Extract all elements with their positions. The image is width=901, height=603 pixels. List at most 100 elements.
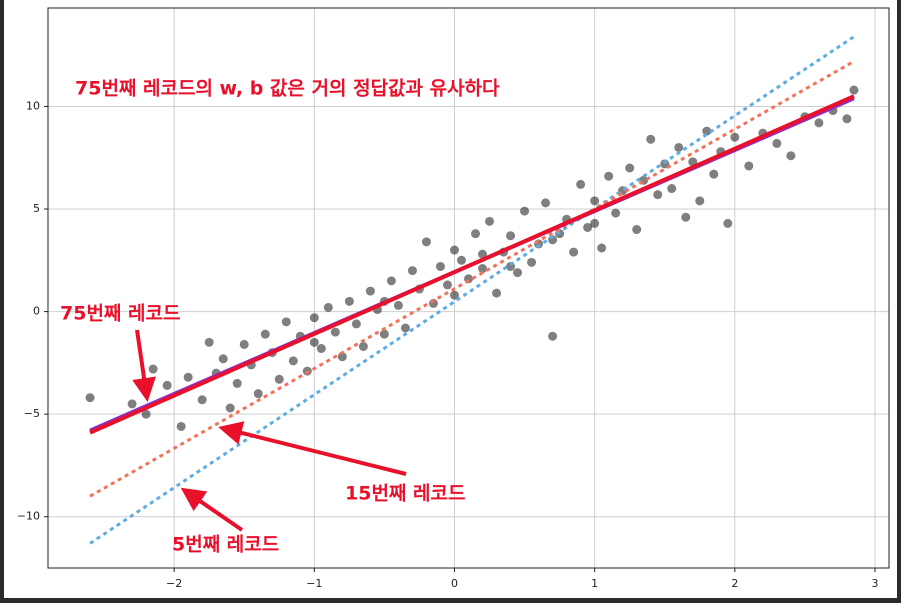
point xyxy=(239,339,249,349)
point xyxy=(407,266,417,276)
annotation: 75번째 레코드의 w, b 값은 거의 정답값과 유사하다 xyxy=(75,78,500,100)
y-tick-label: 10 xyxy=(26,99,40,112)
y-tick-label: −10 xyxy=(17,510,40,523)
axes-frame xyxy=(47,7,890,569)
point xyxy=(127,399,137,409)
point xyxy=(365,286,375,296)
point xyxy=(471,229,481,239)
point xyxy=(421,237,431,247)
point xyxy=(274,374,284,384)
point xyxy=(176,421,186,431)
arrow xyxy=(218,421,407,476)
fit-line xyxy=(89,94,855,435)
point xyxy=(288,356,298,366)
point xyxy=(723,218,733,228)
point xyxy=(456,255,466,265)
point xyxy=(260,329,270,339)
point xyxy=(695,196,705,206)
point xyxy=(597,243,607,253)
point xyxy=(681,212,691,222)
point xyxy=(632,225,642,235)
point xyxy=(449,245,459,255)
point xyxy=(337,352,347,362)
point xyxy=(85,393,95,403)
point xyxy=(674,142,684,152)
plot-area xyxy=(48,8,889,568)
x-tick-label: −1 xyxy=(306,577,322,590)
point xyxy=(400,323,410,333)
x-tick-label: 2 xyxy=(731,577,738,590)
point xyxy=(842,114,852,124)
point xyxy=(225,403,235,413)
x-tick-label: 0 xyxy=(451,577,458,590)
point xyxy=(590,196,600,206)
point xyxy=(849,85,859,95)
point xyxy=(148,364,158,374)
point xyxy=(316,344,326,354)
point xyxy=(520,206,530,216)
point xyxy=(141,409,151,419)
point xyxy=(232,378,242,388)
point xyxy=(576,179,586,189)
point xyxy=(309,313,319,323)
point xyxy=(204,337,214,347)
point xyxy=(814,118,824,128)
point xyxy=(646,134,656,144)
x-tick-label: 3 xyxy=(871,577,878,590)
point xyxy=(604,171,614,181)
point xyxy=(590,218,600,228)
point xyxy=(492,288,502,298)
point xyxy=(478,264,488,274)
point xyxy=(442,280,452,290)
point xyxy=(358,341,368,351)
y-tick-label: 0 xyxy=(33,305,40,318)
point xyxy=(744,161,754,171)
point xyxy=(478,249,488,259)
point xyxy=(569,247,579,257)
point xyxy=(197,395,207,405)
point xyxy=(344,296,354,306)
fit-line xyxy=(89,60,855,498)
point xyxy=(183,372,193,382)
point xyxy=(541,198,551,208)
point xyxy=(485,216,495,226)
point xyxy=(653,190,663,200)
point xyxy=(323,302,333,312)
point xyxy=(583,222,593,232)
point xyxy=(435,261,445,271)
point xyxy=(309,337,319,347)
annotation: 75번째 레코드 xyxy=(60,303,180,325)
y-tick-label: −5 xyxy=(24,407,40,420)
point xyxy=(386,276,396,286)
y-tick-label: 5 xyxy=(33,202,40,215)
point xyxy=(527,257,537,267)
point xyxy=(506,231,516,241)
point xyxy=(162,380,172,390)
figure-background xyxy=(4,0,897,598)
point xyxy=(218,354,228,364)
annotation: 5번째 레코드 xyxy=(172,534,279,556)
x-tick-label: 1 xyxy=(591,577,598,590)
arrow xyxy=(132,329,156,402)
point xyxy=(351,319,361,329)
point xyxy=(513,268,523,278)
point xyxy=(611,208,621,218)
point xyxy=(253,389,263,399)
point xyxy=(709,169,719,179)
point xyxy=(625,163,635,173)
point xyxy=(702,126,712,136)
point xyxy=(548,331,558,341)
point xyxy=(449,290,459,300)
fit-line xyxy=(89,35,855,545)
annotation: 15번째 레코드 xyxy=(345,483,465,505)
point xyxy=(379,329,389,339)
arrow xyxy=(180,487,244,532)
point xyxy=(730,132,740,142)
point xyxy=(786,151,796,161)
point xyxy=(393,300,403,310)
point xyxy=(772,138,782,148)
x-tick-label: −2 xyxy=(166,577,182,590)
point xyxy=(667,184,677,194)
